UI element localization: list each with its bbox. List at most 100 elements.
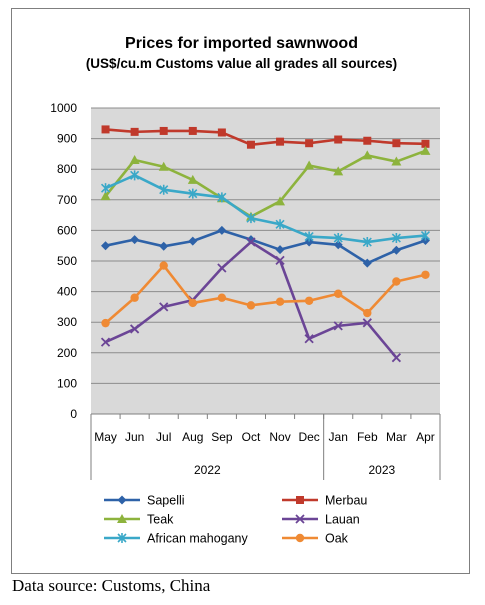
y-tick-label-600: 600 — [57, 223, 77, 237]
data-point-merbau-oct — [246, 140, 255, 149]
data-point-african-mahogany-dec — [304, 231, 314, 242]
legend-label-african-mahogany: African mahogany — [147, 532, 249, 546]
data-point-oak-jan — [334, 289, 343, 298]
y-tick-label-900: 900 — [57, 132, 77, 146]
chart-title: Prices for imported sawnwood — [125, 35, 358, 52]
series-line-teak — [104, 149, 426, 218]
data-point-merbau-apr — [421, 139, 430, 148]
legend-marker-teak — [117, 514, 127, 523]
data-point-sapelli-jul — [159, 241, 169, 251]
data-point-lauan-jan — [333, 321, 343, 331]
line-chart: 0 100 200 300 400 500 600 700 800 900 1000 May Jun Ju… — [50, 101, 441, 546]
data-point-teak-dec — [304, 160, 315, 170]
data-point-oak-aug — [188, 298, 197, 308]
legend-marker-oak — [295, 533, 305, 543]
data-point-sapelli-nov — [275, 245, 285, 255]
data-point-merbau-feb — [363, 136, 372, 145]
series-teak — [100, 145, 431, 221]
x-tick-label-jan: Jan — [329, 430, 348, 444]
data-point-african-mahogany-apr — [420, 230, 431, 241]
data-point-teak-nov — [275, 196, 286, 206]
data-point-lauan-oct — [246, 237, 256, 247]
series-lauan — [100, 237, 402, 363]
legend-item-lauan: Lauan — [282, 513, 360, 527]
legend-marker-merbau — [296, 496, 304, 504]
legend-item-teak: Teak — [104, 513, 174, 527]
y-tick-label-400: 400 — [57, 285, 77, 299]
data-point-oak-jul — [159, 261, 168, 270]
legend-item-oak: Oak — [282, 532, 349, 546]
y-tick-label-100: 100 — [57, 376, 77, 390]
data-point-african-mahogany-aug — [188, 188, 198, 199]
legend-marker-sapelli — [117, 495, 127, 505]
data-point-african-mahogany-sep — [217, 192, 227, 203]
data-point-sapelli-feb — [362, 258, 372, 268]
data-point-lauan-feb — [362, 318, 372, 328]
data-point-teak-jun — [129, 155, 140, 165]
data-point-lauan-nov — [275, 255, 285, 266]
data-point-african-mahogany-jul — [159, 184, 169, 195]
y-tick-label-200: 200 — [57, 346, 77, 360]
data-point-african-mahogany-may — [100, 183, 111, 194]
chart-subtitle: (US$/cu.m Customs value all grades all s… — [85, 56, 398, 71]
data-point-african-mahogany-nov — [275, 219, 285, 230]
x-tick-label-feb: Feb — [357, 430, 378, 444]
legend-label-oak: Oak — [325, 532, 349, 546]
data-point-sapelli-aug — [188, 236, 198, 246]
series-line-merbau — [105, 128, 426, 147]
x-tick-label-apr: Apr — [416, 430, 435, 444]
data-point-sapelli-mar — [391, 245, 401, 255]
data-point-oak-may — [101, 318, 110, 328]
series-line-african-mahogany — [105, 174, 426, 244]
data-point-lauan-jun — [129, 324, 140, 334]
data-point-sapelli-oct — [246, 235, 256, 245]
series-sapelli — [101, 225, 430, 268]
legend-item-african-mahogany: African mahogany — [104, 532, 249, 546]
year-label-2023: 2023 — [368, 463, 395, 477]
legend-label-sapelli: Sapelli — [147, 494, 185, 508]
x-tick-label-nov: Nov — [269, 430, 290, 444]
data-point-merbau-sep — [217, 128, 226, 137]
data-point-merbau-may — [101, 125, 110, 134]
data-point-merbau-aug — [188, 126, 197, 135]
y-tick-label-800: 800 — [57, 162, 77, 176]
data-point-lauan-may — [100, 337, 111, 347]
data-point-merbau-jun — [130, 127, 139, 136]
data-point-oak-apr — [421, 270, 430, 279]
data-point-african-mahogany-oct — [246, 213, 256, 224]
data-point-teak-feb — [362, 150, 373, 160]
y-tick-label-700: 700 — [57, 193, 77, 207]
data-point-merbau-dec — [305, 139, 314, 148]
data-point-oak-dec — [304, 296, 314, 305]
data-point-teak-mar — [391, 156, 402, 166]
x-tick-label-aug: Aug — [182, 430, 203, 444]
legend-marker-african-mahogany — [117, 533, 127, 543]
data-point-oak-sep — [217, 293, 227, 302]
data-point-oak-nov — [275, 297, 285, 306]
data-point-lauan-mar — [391, 353, 402, 363]
data-point-merbau-jan — [334, 135, 343, 144]
x-tick-label-oct: Oct — [242, 430, 261, 444]
x-tick-label-jul: Jul — [156, 430, 171, 444]
data-point-lauan-sep — [217, 263, 227, 273]
data-point-teak-apr — [420, 145, 431, 155]
x-tick-label-mar: Mar — [386, 430, 407, 444]
data-point-african-mahogany-jun — [130, 170, 140, 181]
data-point-sapelli-sep — [217, 225, 227, 235]
data-point-sapelli-jan — [333, 240, 343, 250]
legend-label-teak: Teak — [147, 513, 174, 527]
data-point-merbau-mar — [392, 139, 401, 148]
data-point-lauan-jul — [159, 302, 169, 312]
data-point-sapelli-jun — [130, 235, 140, 245]
year-label-2022: 2022 — [194, 463, 221, 477]
series-oak — [101, 261, 430, 328]
y-tick-label-500: 500 — [57, 254, 77, 268]
x-tick-label-may: May — [94, 430, 117, 444]
legend-item-sapelli: Sapelli — [104, 494, 185, 508]
data-point-teak-may — [100, 191, 111, 201]
legend-marker-lauan — [295, 514, 305, 524]
y-tick-label-1000: 1000 — [50, 101, 77, 115]
legend-item-merbau: Merbau — [282, 494, 367, 508]
data-point-teak-jul — [158, 161, 169, 171]
data-point-sapelli-may — [101, 241, 111, 251]
